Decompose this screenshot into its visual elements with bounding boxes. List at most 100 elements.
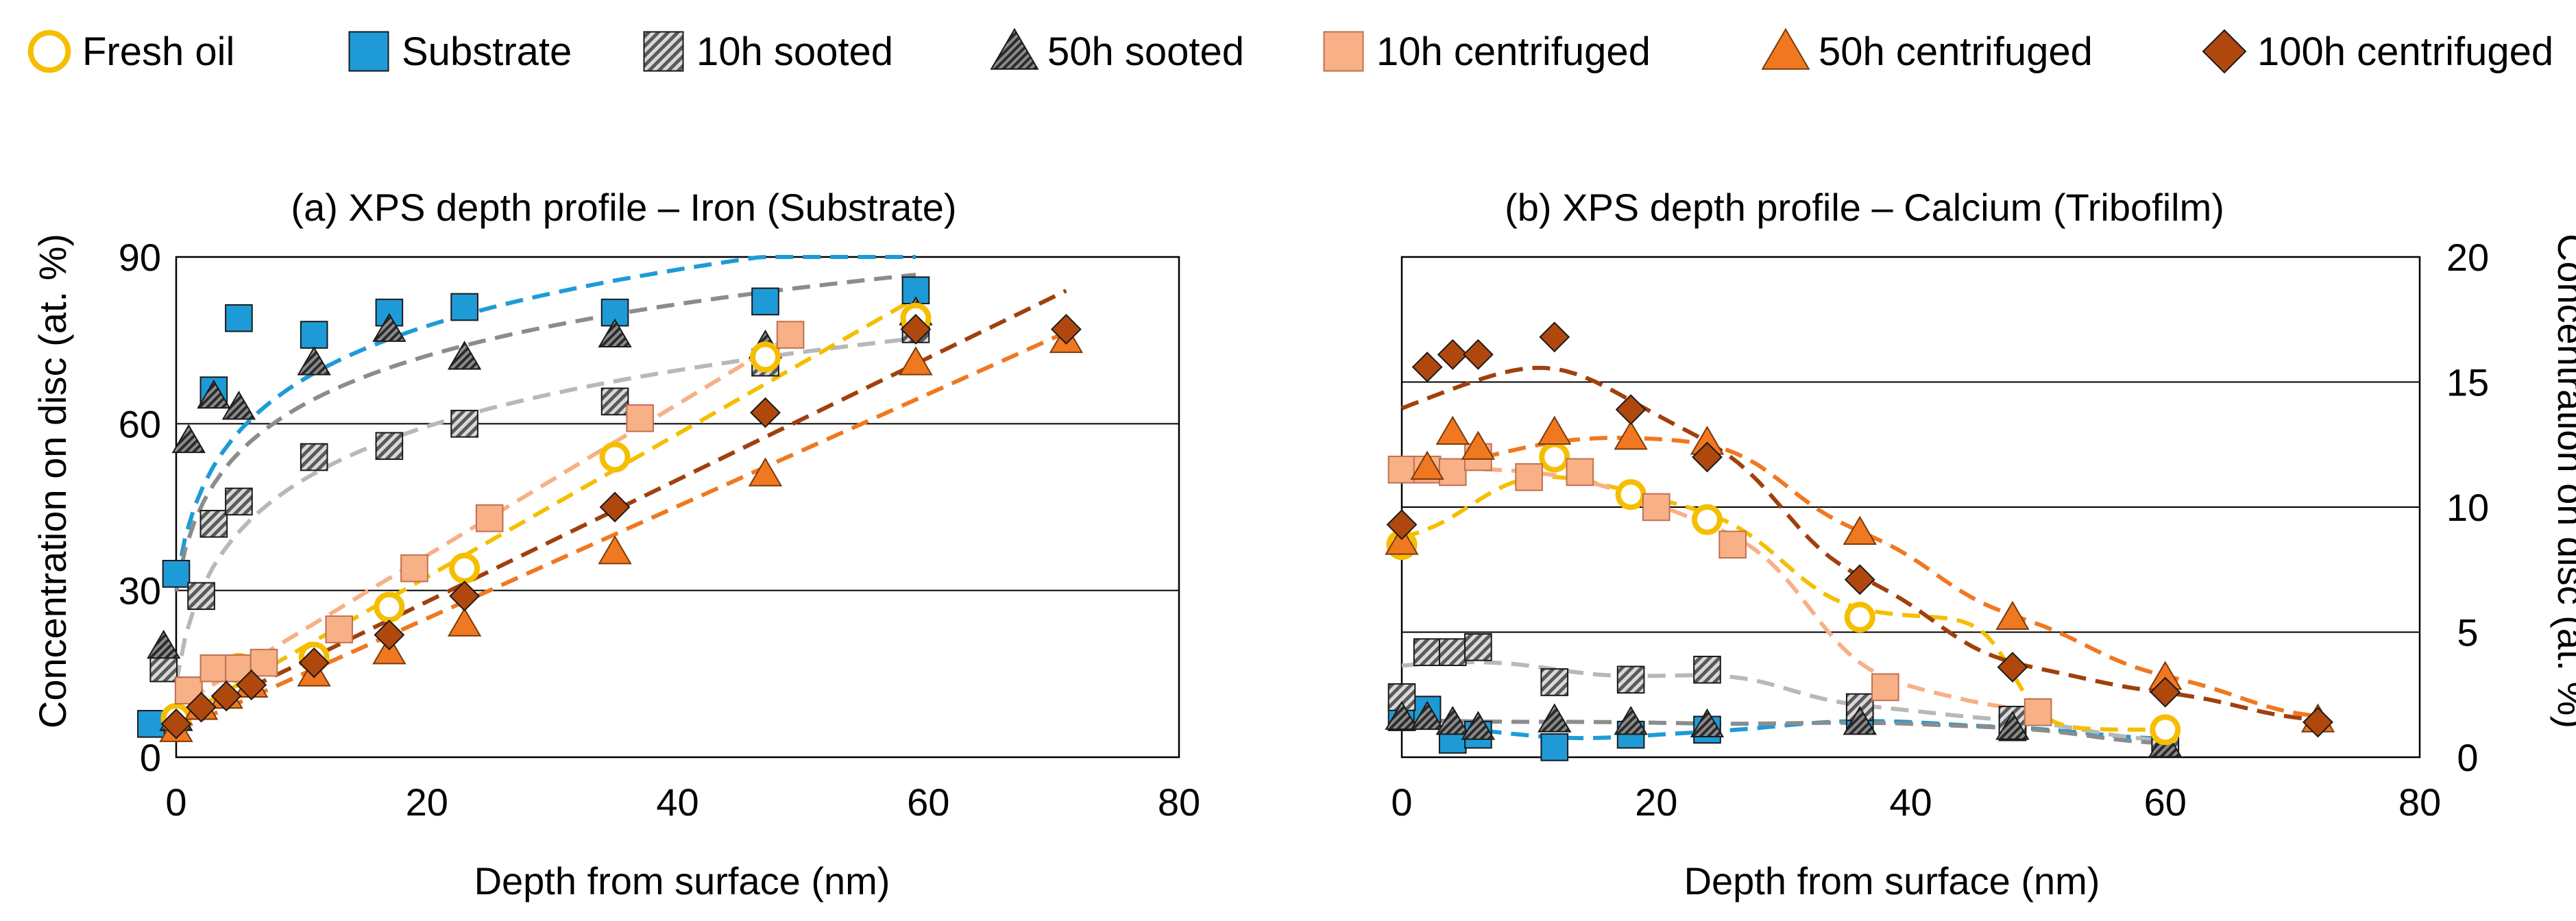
data-point-s50 (1538, 703, 1572, 733)
legend-label-c50: 50h centrifuged (1819, 29, 2093, 74)
y-axis-label-calcium: Concentration on disc (at. %) (2550, 234, 2576, 728)
y-tick-label-calcium: 15 (2446, 361, 2489, 404)
data-point-s10 (149, 654, 178, 683)
data-point-substrate (1540, 733, 1569, 761)
data-point-c10 (1566, 458, 1594, 487)
series-s50 (1385, 700, 2183, 758)
x-tick-label-calcium: 60 (2144, 781, 2187, 824)
legend-item-c50: 50h centrifuged (1761, 27, 2093, 74)
x-axis-label-iron: Depth from surface (nm) (474, 859, 890, 902)
data-point-fresh (1615, 479, 1647, 511)
data-point-fresh (750, 341, 781, 373)
data-point-c100 (599, 491, 631, 523)
trendline-substrate (174, 255, 916, 584)
data-point-c50 (1614, 420, 1648, 450)
chart-title-iron: (a) XPS depth profile – Iron (Substrate) (291, 186, 956, 229)
legend-item-fresh: Fresh oil (27, 29, 234, 74)
y-tick-label-calcium: 20 (2446, 236, 2489, 279)
data-point-s50 (1410, 700, 1444, 730)
data-point-c100 (374, 619, 405, 650)
data-point-s50 (598, 318, 632, 348)
panel-calcium: (b) XPS depth profile – Calcium (Tribofi… (1385, 186, 2576, 902)
x-tick-label-calcium: 40 (1889, 781, 1932, 824)
x-axis-label-calcium: Depth from surface (nm) (1684, 859, 2100, 902)
legend-label-fresh: Fresh oil (82, 29, 234, 74)
trendline-c10 (187, 334, 792, 702)
data-point-c100 (210, 680, 242, 712)
legend-item-s50: 50h sooted (990, 27, 1244, 74)
data-point-c100 (1692, 441, 1723, 473)
data-point-s50 (1614, 706, 1648, 735)
data-point-s10 (1693, 655, 1721, 684)
y-tick-label-iron: 60 (119, 402, 161, 445)
legend-marker-fresh (27, 29, 71, 73)
data-point-s10 (1540, 668, 1569, 696)
data-point-fresh (374, 591, 405, 623)
data-point-c50 (1461, 430, 1496, 460)
data-point-s10 (1438, 638, 1467, 667)
legend-label-s50: 50h sooted (1047, 29, 1244, 74)
data-point-c10 (199, 654, 228, 683)
panel-iron: (a) XPS depth profile – Iron (Substrate)… (31, 186, 1200, 902)
data-point-s50 (1461, 711, 1496, 740)
data-point-c10 (250, 648, 278, 677)
trendlines-calcium (1400, 365, 2318, 746)
data-point-c100 (1844, 564, 1875, 595)
data-point-c100 (1050, 314, 1082, 345)
data-point-substrate (225, 304, 253, 332)
data-point-s10 (187, 582, 215, 611)
legend-marker-c10 (1323, 31, 1364, 72)
x-tick-label-calcium: 0 (1391, 781, 1412, 824)
data-point-c100 (1615, 394, 1647, 426)
data-point-s10 (375, 432, 404, 460)
series-fresh (1386, 441, 2181, 746)
series-c100 (160, 314, 1082, 739)
legend-marker-c50 (1761, 27, 1810, 70)
x-tick-label-iron: 40 (656, 781, 698, 824)
legend-label-s10: 10h sooted (696, 29, 893, 74)
data-point-c10 (776, 321, 805, 349)
trendline-fresh (175, 296, 917, 722)
trendline-s50 (1401, 717, 2165, 746)
trendline-s50 (174, 273, 916, 592)
data-point-c10 (1871, 673, 1899, 702)
data-point-c100 (1997, 652, 2028, 683)
data-point-substrate (162, 560, 191, 588)
y-tick-label-iron: 0 (140, 736, 161, 779)
data-point-s10 (1616, 665, 1645, 694)
data-point-c50 (1385, 526, 1419, 555)
legend-item-c100: 100h centrifuged (2202, 29, 2553, 74)
data-point-s50 (1690, 708, 1725, 738)
x-tick-label-calcium: 80 (2398, 781, 2441, 824)
data-point-substrate (300, 321, 328, 349)
data-point-c100 (2150, 676, 2181, 708)
x-tick-label-calcium: 20 (1635, 781, 1677, 824)
data-point-s50 (447, 341, 482, 370)
data-point-s50 (147, 629, 181, 659)
data-point-s50 (372, 312, 406, 342)
data-point-c50 (1843, 515, 1877, 545)
data-point-c50 (598, 535, 632, 565)
data-point-c50 (1538, 415, 1572, 445)
data-point-fresh (449, 552, 481, 584)
data-point-c10 (626, 404, 654, 432)
data-point-c10 (1642, 493, 1670, 521)
chart-title-calcium: (b) XPS depth profile – Calcium (Tribofi… (1505, 186, 2224, 229)
data-point-s10 (225, 487, 253, 516)
data-point-c100 (1539, 321, 1570, 353)
data-point-s10 (600, 387, 629, 416)
data-point-c100 (750, 397, 781, 428)
data-point-substrate (751, 287, 779, 316)
y-axis-label-iron: Concentration on disc (at. %) (31, 234, 74, 728)
series-s10 (149, 315, 930, 704)
data-point-fresh (1539, 441, 1570, 473)
data-point-s50 (297, 346, 331, 376)
data-point-c50 (1995, 600, 2030, 630)
series-substrate (1387, 696, 2180, 761)
legend-item-substrate: Substrate (348, 29, 572, 74)
trendline-c50 (175, 330, 1067, 733)
data-point-c100 (1462, 339, 1494, 370)
data-point-s50 (221, 391, 256, 420)
legend-item-c10: 10h centrifuged (1323, 29, 1651, 74)
